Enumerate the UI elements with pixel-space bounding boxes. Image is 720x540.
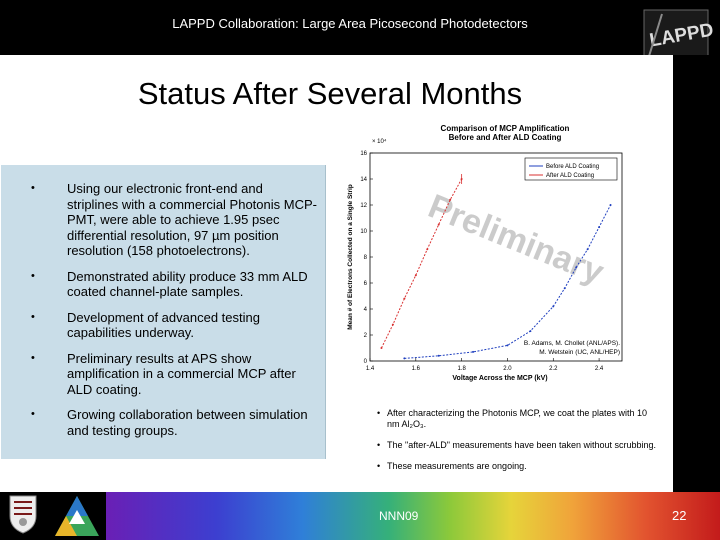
y-tick-label: 12 [360, 203, 367, 209]
y-tick-label: 6 [364, 281, 368, 287]
y-tick-label: 0 [364, 359, 368, 365]
note-item: • After characterizing the Photonis MCP, … [377, 408, 657, 430]
y-multiplier: × 10⁴ [372, 138, 387, 145]
data-point [563, 287, 566, 290]
legend-label: Before ALD Coating [546, 164, 599, 170]
x-axis-label: Voltage Across the MCP (kV) [452, 375, 547, 382]
chart-title-line-1: Comparison of MCP Amplification [441, 124, 570, 133]
note-marker: • [377, 408, 381, 418]
bullet-item: • Preliminary results at APS show amplifi… [9, 351, 317, 398]
data-point [506, 344, 509, 347]
x-tick-label: 1.6 [412, 366, 421, 372]
header-title: LAPPD Collaboration: Large Area Picoseco… [172, 16, 528, 31]
note-item: • The "after-ALD" measurements have been … [377, 440, 657, 451]
bullet-text: Preliminary results at APS show amplific… [67, 350, 296, 397]
slide-body: Status After Several Months • Using our e… [0, 55, 673, 492]
y-axis-label: Mean # of Electrons Collected on a Singl… [347, 184, 354, 330]
chart-notes: • After characterizing the Photonis MCP, … [377, 408, 657, 482]
lappd-logo: LAPPD [643, 9, 714, 74]
x-tick-label: 1.8 [457, 366, 466, 372]
bullet-text: Demonstrated ability produce 33 mm ALD c… [67, 268, 308, 300]
data-point [586, 248, 589, 251]
credit-line-1: B. Adams, M. Chollet (ANL/APS). [524, 340, 620, 347]
legend-label: After ALD Coating [546, 173, 594, 179]
footer-code: NNN09 [379, 509, 419, 523]
bullet-marker: • [31, 269, 35, 282]
chart-title-line-2: Before and After ALD Coating [449, 133, 562, 142]
series-line-after [381, 178, 463, 349]
spectrum-band [106, 492, 720, 540]
note-text: The "after-ALD" measurements have been t… [387, 440, 657, 450]
data-point [575, 266, 578, 269]
bullet-text: Using our electronic front-end and strip… [67, 181, 317, 258]
y-tick-label: 10 [360, 229, 367, 235]
bullet-list: • Using our electronic front-end and stri… [1, 165, 325, 438]
data-point [380, 347, 383, 349]
note-marker: • [377, 440, 381, 450]
data-point [403, 357, 406, 360]
y-tick-label: 16 [360, 151, 367, 157]
note-text: These measurements are ongoing. [387, 461, 527, 471]
legend-box [524, 157, 618, 181]
university-seal-icon [9, 495, 37, 534]
note-marker: • [377, 461, 381, 471]
note-item: • These measurements are ongoing. [377, 461, 657, 472]
bullet-item: • Using our electronic front-end and stri… [9, 181, 317, 259]
slide-title: Status After Several Months [137, 76, 523, 111]
data-point [609, 204, 612, 206]
bullet-marker: • [31, 310, 35, 323]
preliminary-watermark: Preliminary [423, 187, 609, 292]
right-band [673, 55, 720, 492]
note-text: After characterizing the Photonis MCP, w… [387, 408, 647, 429]
bullet-marker: • [31, 408, 35, 420]
bullet-text: Development of advanced testing capabili… [67, 309, 260, 341]
data-point [529, 330, 532, 333]
credit-line-2: M. Wetstein (UC, ANL/HEP) [539, 349, 620, 356]
data-point [472, 350, 475, 353]
y-tick-label: 8 [364, 255, 368, 261]
page-number: 22 [672, 508, 687, 523]
data-point [437, 223, 440, 226]
data-point [426, 248, 429, 251]
x-tick-label: 1.4 [366, 366, 375, 372]
bullet-text: Growing collaboration between simulation… [67, 407, 308, 438]
x-tick-label: 2.4 [595, 366, 604, 372]
bullet-panel: • Using our electronic front-end and stri… [1, 165, 326, 459]
data-point [437, 354, 440, 357]
argonne-logo-icon [55, 496, 99, 536]
data-point [598, 226, 601, 229]
bullet-item: • Demonstrated ability produce 33 mm ALD … [9, 269, 317, 300]
bullet-item: • Growing collaboration between simulatio… [9, 407, 317, 438]
y-tick-label: 2 [364, 333, 368, 339]
y-tick-label: 4 [364, 307, 368, 313]
data-point [403, 297, 406, 300]
footer-bar: NNN09 22 [0, 492, 720, 540]
data-point [552, 305, 555, 308]
bullet-item: • Development of advanced testing capabil… [9, 310, 317, 341]
x-tick-label: 2.0 [503, 366, 512, 372]
y-tick-label: 14 [360, 177, 367, 183]
data-point [391, 323, 394, 326]
header-bar: LAPPD Collaboration: Large Area Picoseco… [0, 0, 720, 74]
data-point [414, 274, 417, 277]
x-tick-label: 2.2 [549, 366, 558, 372]
bullet-marker: • [31, 351, 35, 364]
bullet-marker: • [31, 182, 35, 194]
data-point [449, 198, 452, 201]
